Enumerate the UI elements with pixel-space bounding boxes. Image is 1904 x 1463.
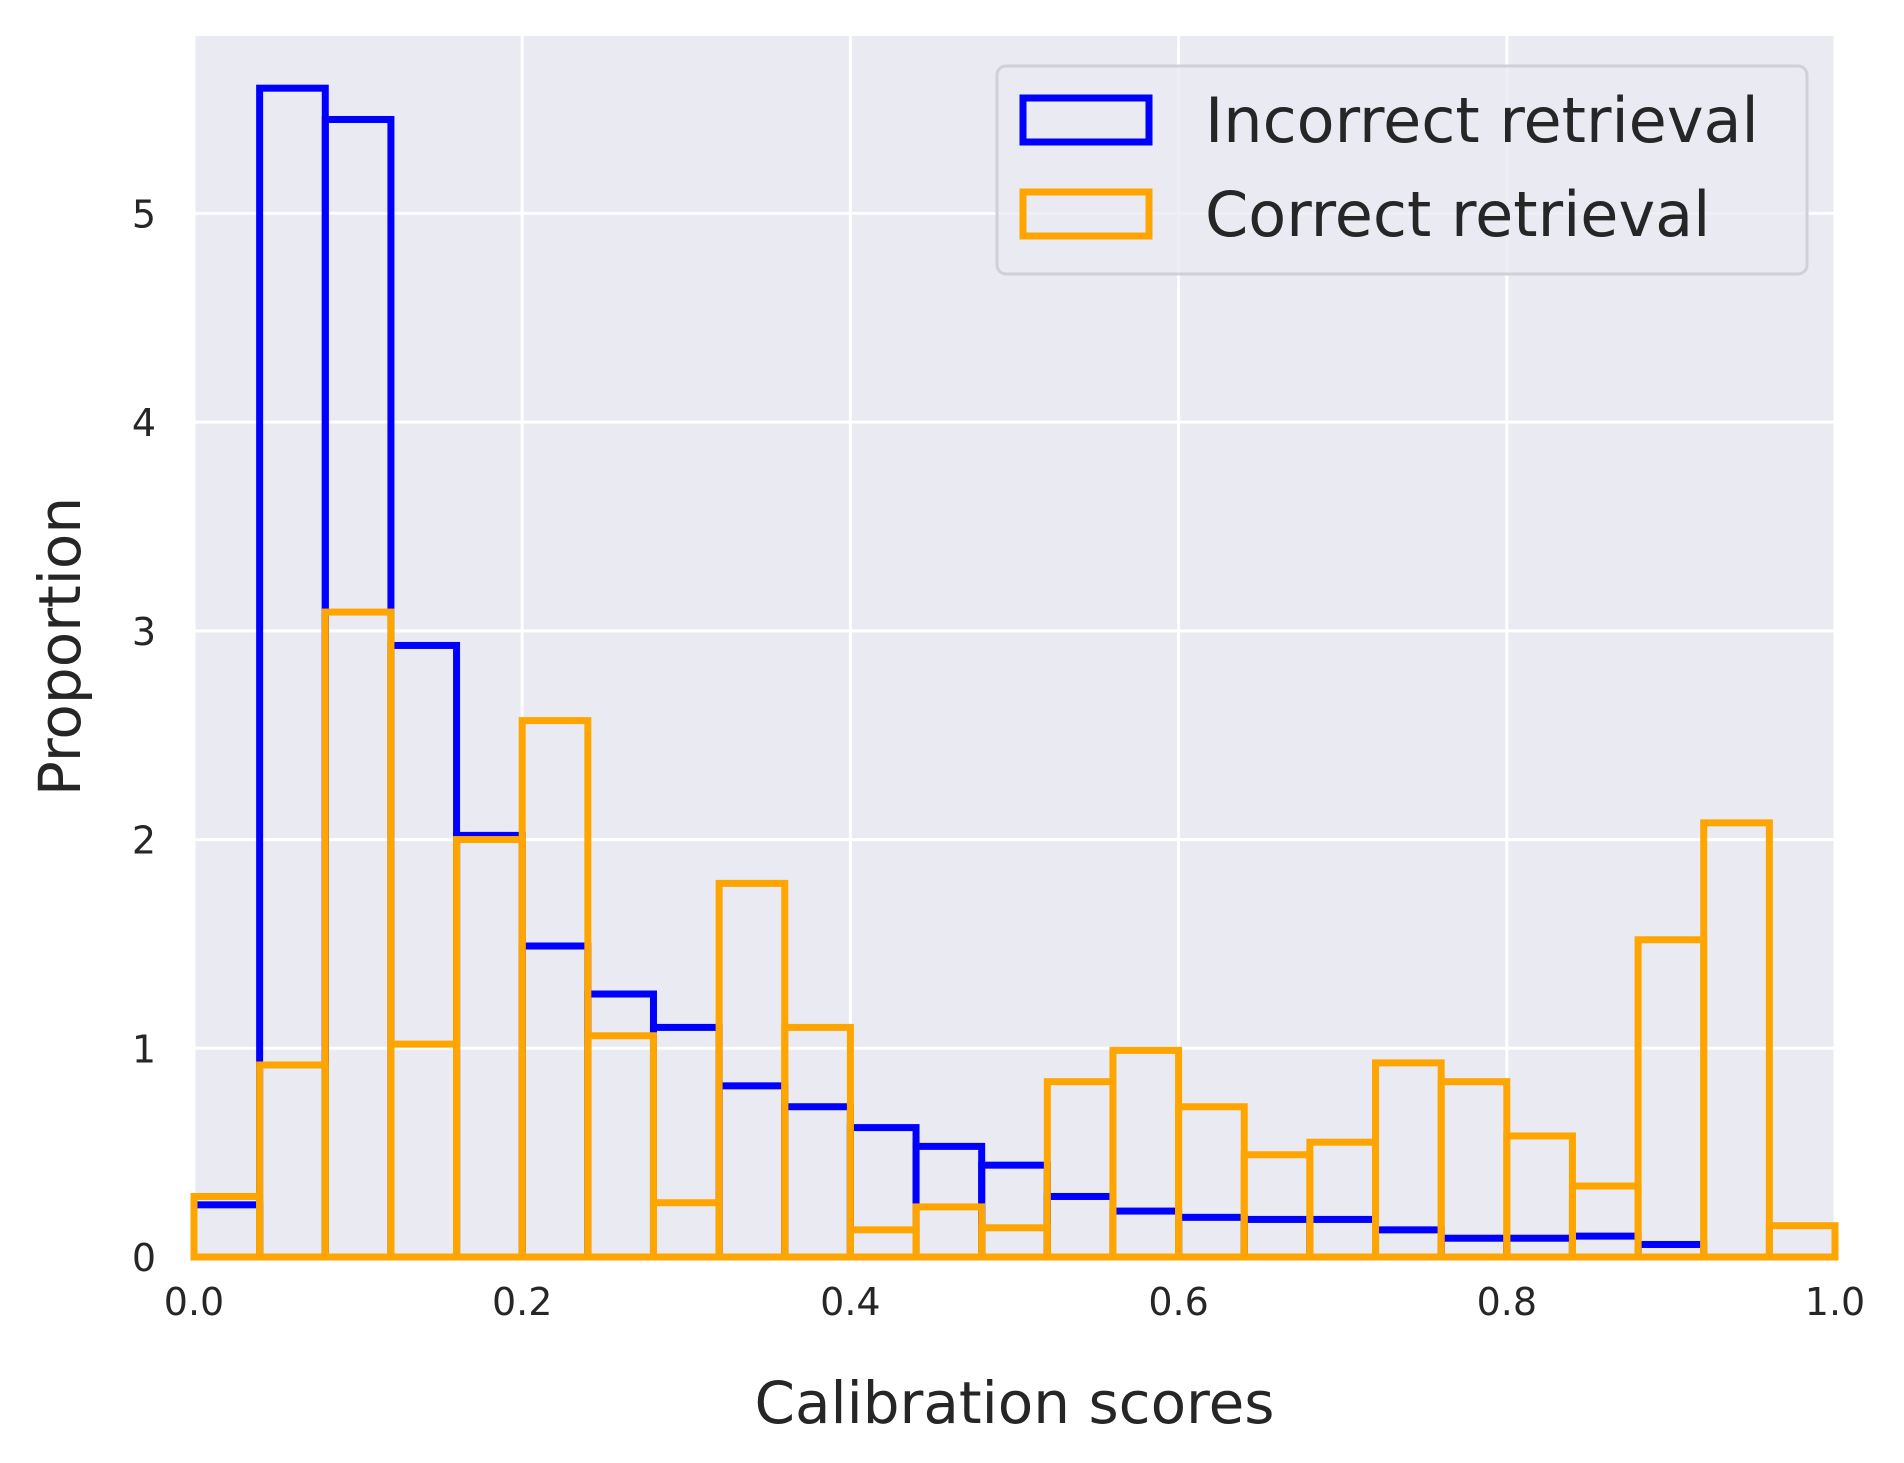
histogram-bar	[518, 717, 592, 1261]
tick-labels: 0.0 0.2 0.4 0.6 0.8 1.0 0 1 2 3 4 5	[132, 192, 1865, 1324]
x-tick-label: 0.4	[820, 1280, 880, 1324]
histogram-bar	[584, 1032, 657, 1261]
histogram-bar	[781, 1023, 854, 1261]
legend-label: Correct retrieval	[1205, 178, 1710, 251]
y-tick-label: 4	[132, 401, 156, 445]
x-tick-label: 0.8	[1477, 1280, 1537, 1324]
y-tick-label: 0	[132, 1236, 156, 1280]
x-tick-label: 0.2	[492, 1280, 552, 1324]
legend-swatch	[1019, 94, 1153, 146]
histogram-bar	[1765, 1222, 1839, 1261]
y-axis-title: Proportion	[26, 497, 94, 796]
series-correct-retrieval	[190, 608, 1839, 1261]
legend-label: Incorrect retrieval	[1205, 84, 1759, 157]
y-tick-label: 2	[132, 819, 156, 863]
x-tick-label: 1.0	[1805, 1280, 1865, 1324]
y-tick-label: 1	[132, 1027, 156, 1071]
y-tick-label: 3	[132, 610, 156, 654]
legend-swatch	[1019, 188, 1153, 240]
y-tick-label: 5	[132, 192, 156, 236]
x-axis-title: Calibration scores	[754, 1369, 1274, 1437]
legend-frame	[995, 64, 1809, 276]
histogram-bar	[321, 608, 395, 1261]
histogram-bars	[190, 84, 1839, 1261]
x-tick-label: 0.6	[1148, 1280, 1208, 1324]
x-tick-label: 0.0	[164, 1280, 224, 1324]
histogram-bar	[1700, 819, 1773, 1261]
legend: Incorrect retrieval Correct retrieval	[995, 64, 1809, 276]
